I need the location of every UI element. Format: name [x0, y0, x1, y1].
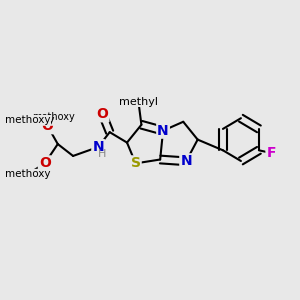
Text: N: N — [180, 154, 192, 168]
Text: methoxy: methoxy — [25, 119, 31, 120]
Text: S: S — [131, 156, 141, 170]
Text: F: F — [266, 146, 276, 160]
Text: methoxy: methoxy — [9, 115, 55, 125]
Text: methoxy: methoxy — [0, 299, 1, 300]
Text: methoxy: methoxy — [32, 112, 75, 122]
Text: methyl: methyl — [119, 97, 158, 107]
Text: H: H — [98, 149, 106, 160]
Text: O: O — [42, 119, 54, 133]
Text: N: N — [157, 124, 169, 138]
Text: methoxy: methoxy — [0, 299, 1, 300]
Text: N: N — [92, 140, 104, 154]
Text: O: O — [39, 156, 51, 170]
Text: methoxy: methoxy — [32, 119, 38, 120]
Text: O: O — [97, 107, 108, 121]
Text: methoxy: methoxy — [5, 115, 51, 125]
Text: methoxy: methoxy — [5, 169, 50, 179]
Text: methoxy: methoxy — [0, 299, 1, 300]
